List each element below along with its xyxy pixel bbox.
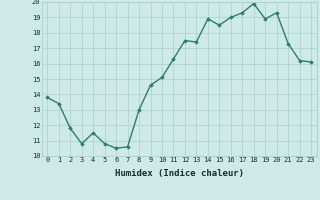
X-axis label: Humidex (Indice chaleur): Humidex (Indice chaleur) — [115, 169, 244, 178]
